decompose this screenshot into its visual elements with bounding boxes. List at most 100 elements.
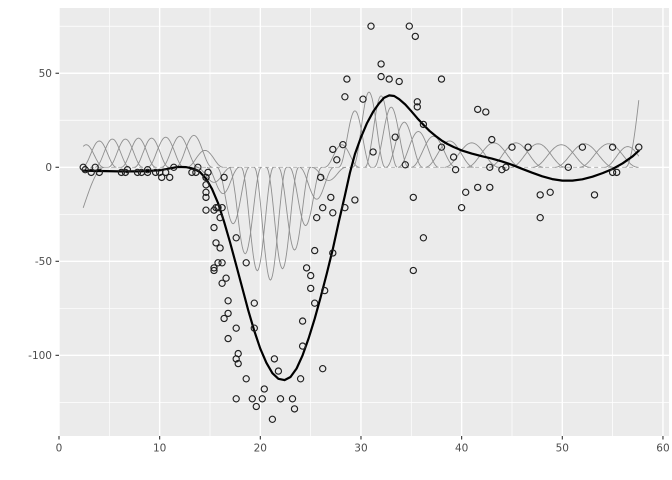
data-point xyxy=(508,143,516,151)
data-point xyxy=(260,385,268,393)
data-point xyxy=(170,163,178,171)
data-point xyxy=(252,402,260,411)
data-point xyxy=(202,188,210,196)
data-point xyxy=(250,299,258,307)
basis-curve xyxy=(385,121,423,168)
data-point xyxy=(143,168,152,177)
data-point xyxy=(327,193,335,202)
data-point xyxy=(298,342,307,350)
basis-curve xyxy=(533,144,590,168)
data-point xyxy=(608,168,617,177)
data-point xyxy=(214,204,222,212)
data-point xyxy=(405,22,413,30)
data-point xyxy=(274,367,283,375)
basis-curve xyxy=(95,138,130,168)
data-point xyxy=(290,405,299,413)
data-point xyxy=(411,32,419,41)
basis-curve xyxy=(373,106,409,168)
data-point xyxy=(242,375,250,383)
x-tick-label: 40 xyxy=(455,443,468,455)
data-point xyxy=(218,204,226,212)
data-point xyxy=(210,264,218,272)
data-point xyxy=(482,108,490,116)
data-point xyxy=(220,314,228,323)
basis-curve xyxy=(364,95,398,168)
basis-curve xyxy=(338,110,372,168)
data-point xyxy=(307,284,315,293)
data-point xyxy=(437,143,446,151)
basis-curve xyxy=(206,166,240,195)
data-point xyxy=(359,95,367,103)
data-point xyxy=(194,163,202,171)
basis-curve xyxy=(186,149,224,168)
data-point xyxy=(413,98,421,106)
smooth-fit-line xyxy=(82,94,640,382)
data-point xyxy=(564,163,572,171)
basis-curve xyxy=(82,140,117,168)
data-point xyxy=(307,271,315,280)
data-point xyxy=(367,22,375,30)
data-point xyxy=(210,223,218,232)
data-point xyxy=(224,309,232,318)
data-point xyxy=(216,214,224,222)
data-point xyxy=(250,324,258,332)
data-point xyxy=(343,75,351,83)
data-point xyxy=(258,395,266,403)
y-tick-label: 50 xyxy=(39,68,52,80)
data-point xyxy=(218,279,226,287)
data-point xyxy=(248,395,256,403)
data-point xyxy=(214,259,222,267)
data-point xyxy=(319,204,327,212)
basis-curve xyxy=(352,91,386,168)
basis-curve xyxy=(411,135,456,168)
data-point xyxy=(224,334,232,343)
basis-curve xyxy=(604,146,640,168)
basis-curve xyxy=(240,166,274,272)
data-point xyxy=(536,191,544,199)
basis-curve xyxy=(555,143,614,168)
x-tick-label: 30 xyxy=(354,443,367,455)
data-point xyxy=(385,75,393,83)
data-point xyxy=(578,143,587,151)
data-point xyxy=(321,286,329,295)
basis-curve xyxy=(175,134,213,168)
basis-curve xyxy=(466,142,522,168)
data-point xyxy=(395,77,403,86)
data-point xyxy=(95,168,103,177)
basis-curve xyxy=(625,100,640,168)
data-point xyxy=(151,168,160,177)
y-tick-label: 0 xyxy=(45,162,52,174)
x-tick-label: 50 xyxy=(556,443,569,455)
basis-curve xyxy=(278,166,311,251)
basis-curve xyxy=(311,166,346,181)
data-point xyxy=(613,168,621,177)
data-point xyxy=(329,249,337,257)
data-point xyxy=(117,168,126,177)
data-point xyxy=(486,163,494,171)
data-point xyxy=(498,166,506,174)
data-point xyxy=(409,266,417,275)
data-point xyxy=(298,317,307,325)
data-point xyxy=(210,266,218,275)
data-point xyxy=(276,395,285,403)
data-point xyxy=(474,105,482,114)
data-point xyxy=(319,365,327,373)
data-point xyxy=(329,145,337,154)
data-point xyxy=(81,166,89,174)
data-point xyxy=(419,120,428,129)
data-point xyxy=(462,188,470,196)
data-point xyxy=(351,196,359,204)
basis-curve xyxy=(134,137,169,168)
data-point xyxy=(232,395,240,403)
data-point xyxy=(242,259,250,267)
data-point xyxy=(369,148,377,156)
data-point xyxy=(451,166,460,174)
data-point xyxy=(268,415,277,423)
data-point xyxy=(608,143,617,151)
data-point xyxy=(216,244,224,252)
basis-curve xyxy=(510,143,566,168)
x-tick-label: 0 xyxy=(56,443,63,455)
data-point xyxy=(222,274,230,282)
